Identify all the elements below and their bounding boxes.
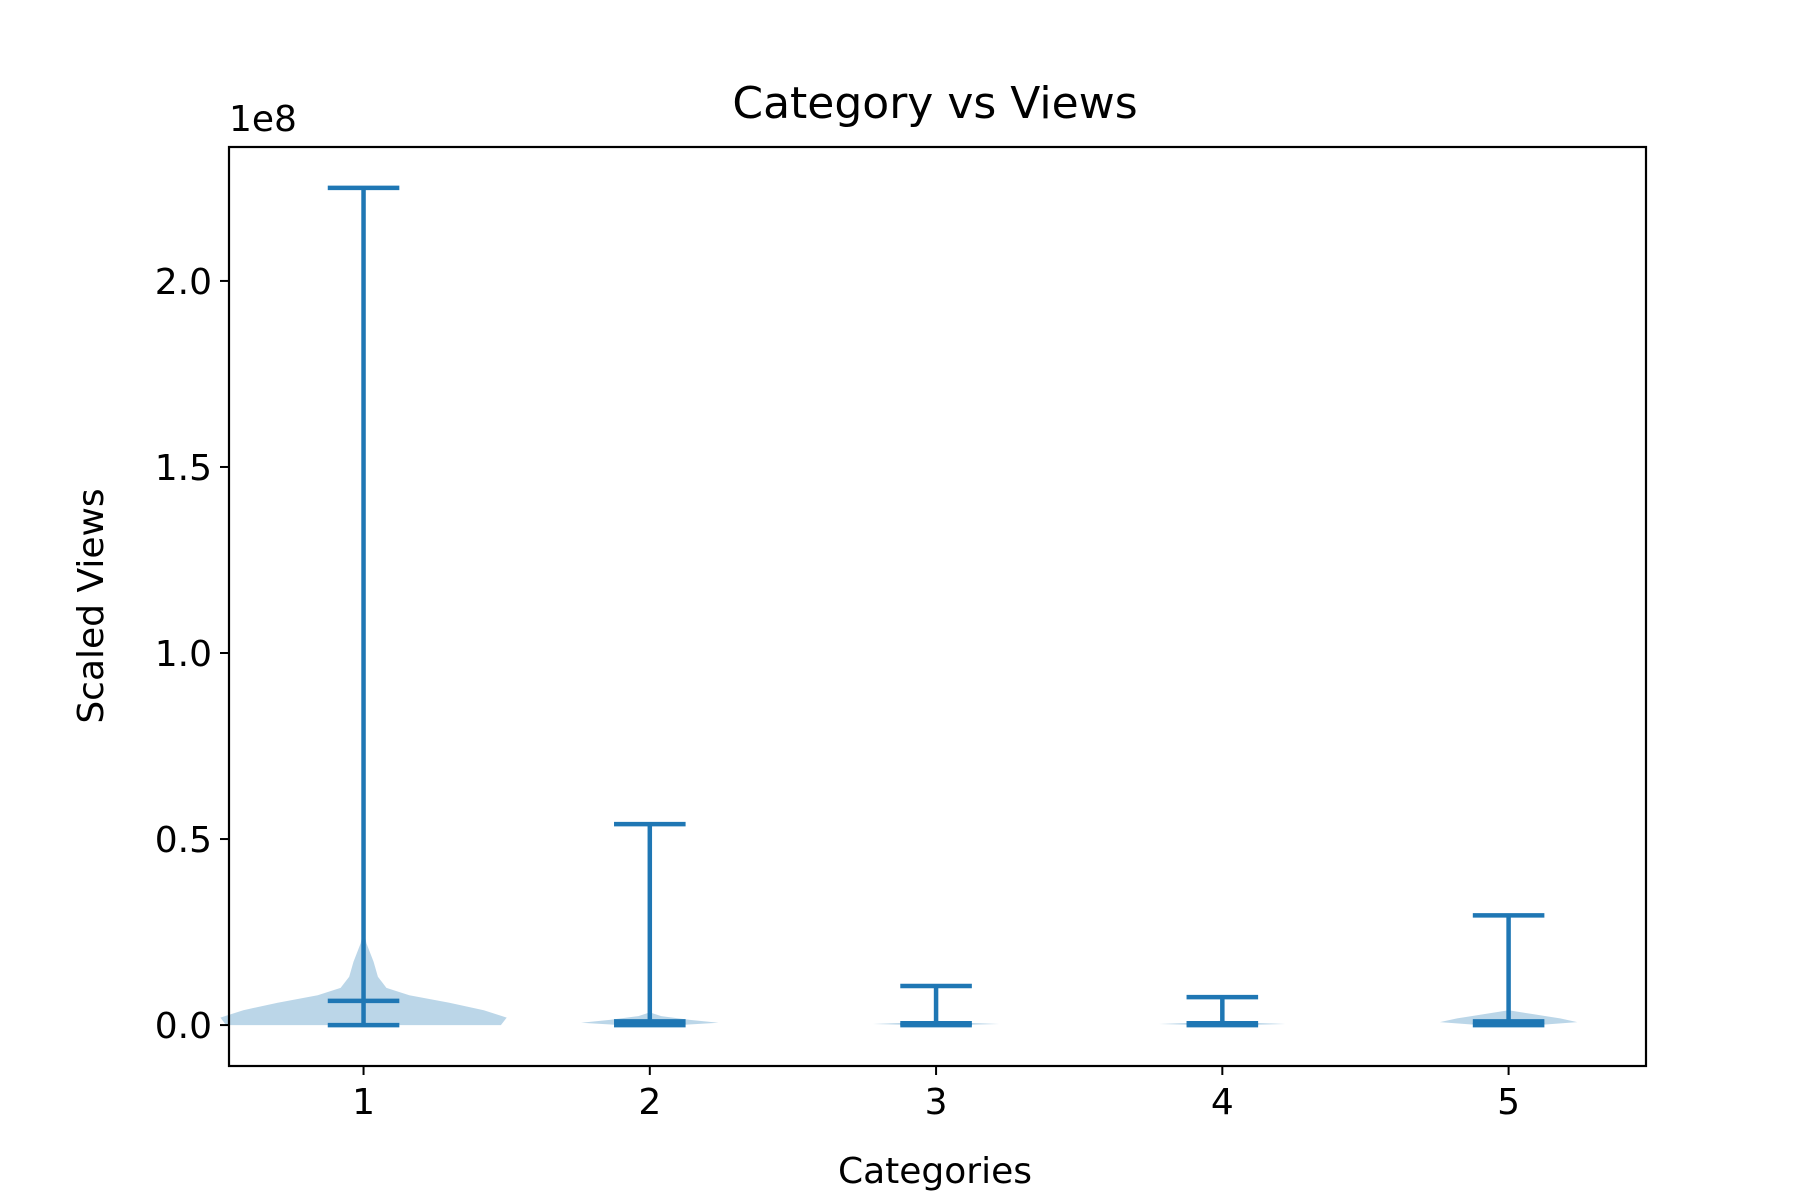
chart-title: Category vs Views <box>732 78 1137 129</box>
y-tick-label: 0.0 <box>155 1006 212 1047</box>
y-tick-label: 2.0 <box>155 262 212 303</box>
x-tick-label: 1 <box>352 1082 375 1123</box>
y-tick-label: 1.0 <box>155 634 212 675</box>
x-axis-label: Categories <box>838 1151 1032 1192</box>
x-tick-label: 2 <box>638 1082 661 1123</box>
y-axis-label: Scaled Views <box>71 488 112 723</box>
y-tick-label: 0.5 <box>155 820 212 861</box>
x-tick-label: 3 <box>925 1082 948 1123</box>
x-tick-label: 4 <box>1211 1082 1234 1123</box>
plot-frame <box>227 145 1648 1068</box>
x-tick-label: 5 <box>1497 1082 1520 1123</box>
y-axis: 0.0 0.5 1.0 1.5 2.0 <box>155 262 229 1047</box>
x-axis: 1 2 3 4 5 <box>352 1066 1520 1123</box>
y-tick-label: 1.5 <box>155 448 212 489</box>
y-axis-offset-label: 1e8 <box>229 99 297 140</box>
violins-layer <box>220 185 1578 1028</box>
